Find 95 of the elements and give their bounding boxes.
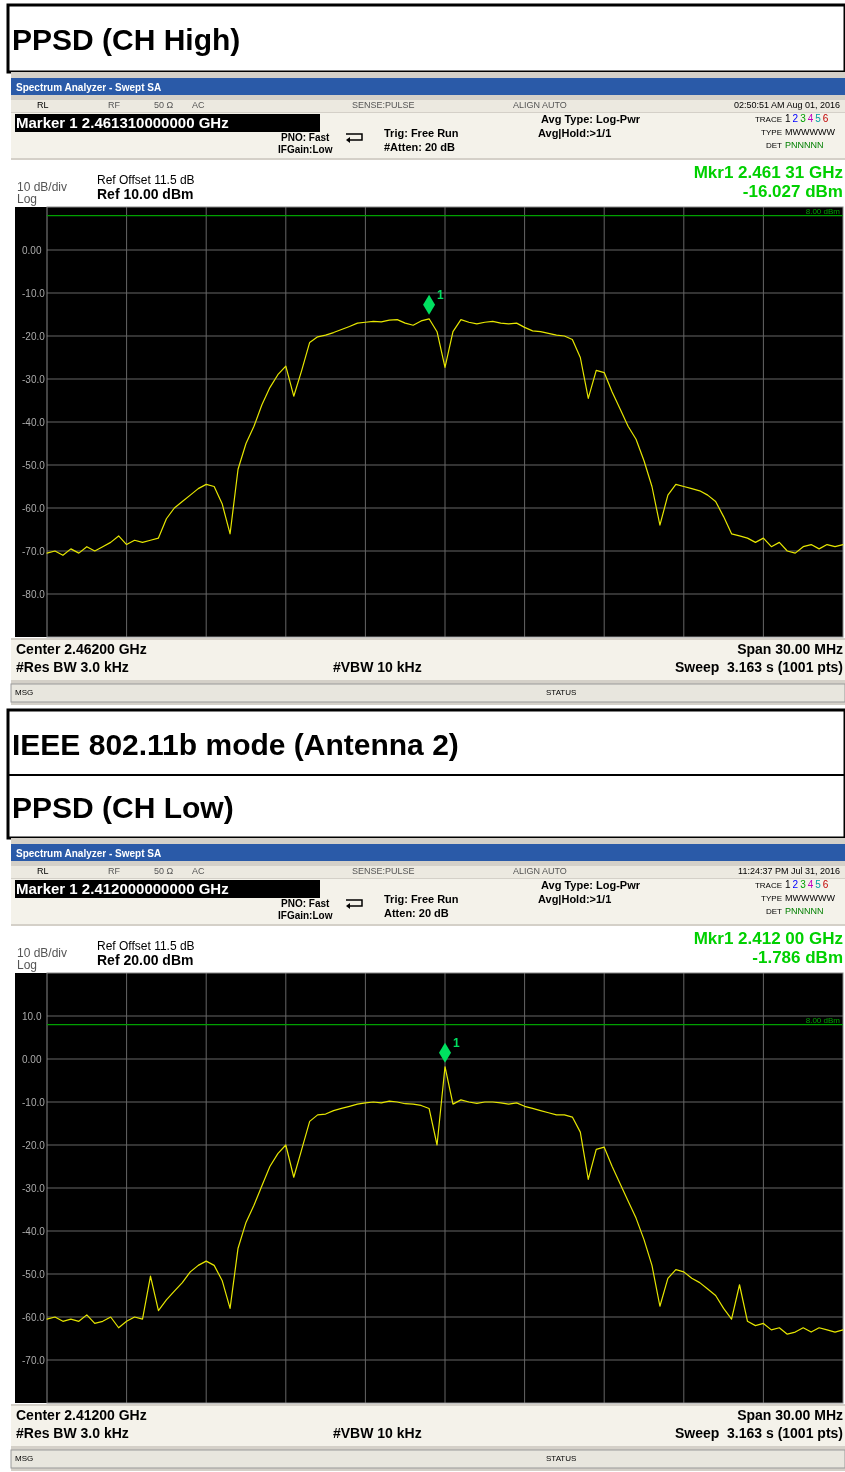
text: RF — [108, 100, 121, 110]
text: Ref Offset 11.5 dB — [97, 939, 195, 953]
text: SENSE:PULSE — [352, 100, 415, 110]
text: ALIGN AUTO — [513, 100, 567, 110]
text: Avg|Hold:>1/1 — [538, 127, 612, 139]
text: MWWWWW — [785, 893, 836, 903]
text: STATUS — [546, 1454, 577, 1463]
text: Spectrum Analyzer - Swept SA — [16, 82, 162, 93]
text: Sweep 3.163 s (1001 pts) — [674, 659, 843, 675]
text: ALIGN AUTO — [513, 866, 567, 876]
text: MWWWWW — [785, 127, 836, 137]
text: RF — [108, 866, 121, 876]
text: MSG — [15, 688, 34, 697]
text: TYPE — [761, 128, 782, 137]
text: 123456 — [785, 113, 831, 124]
line-series — [46, 318, 844, 556]
text: AC — [192, 100, 205, 110]
text: Avg Type: Log-Pwr — [541, 879, 641, 891]
chart-title: IEEE 802.11b mode (Antenna 2) — [12, 728, 459, 761]
text: #VBW 10 kHz — [333, 1425, 422, 1441]
text: Ref 20.00 dBm — [97, 952, 194, 968]
y-tick-label: -60.0 — [22, 1312, 46, 1323]
text: PNNNNN — [785, 140, 824, 150]
y-tick-label: 0.00 — [22, 1054, 42, 1065]
text: Mkr1 2.412 00 GHz — [693, 929, 843, 948]
ref-line-label: 8.00 dBm — [805, 1015, 841, 1025]
text: Span 30.00 MHz — [737, 641, 843, 657]
y-tick-label: -10.0 — [22, 288, 46, 299]
text: Log — [17, 192, 38, 206]
text: 10 dB/div — [17, 180, 68, 194]
text: Trig: Free Run — [384, 127, 459, 139]
text: #Atten: 20 dB — [384, 141, 455, 153]
text: Log — [17, 958, 38, 972]
text: Ref 10.00 dBm — [97, 186, 194, 202]
text: AC — [192, 866, 205, 876]
y-tick-label: -40.0 — [22, 417, 46, 428]
text: Trig: Free Run — [384, 893, 459, 905]
text: 02:50:51 AM Aug 01, 2016 — [733, 100, 840, 110]
text: PNNNNN — [785, 906, 824, 916]
text: Span 30.00 MHz — [737, 1407, 843, 1423]
y-tick-label: -50.0 — [22, 460, 46, 471]
y-tick-label: -20.0 — [22, 1140, 46, 1151]
text: 10 dB/div — [17, 946, 68, 960]
text: Center 2.46200 GHz — [16, 641, 147, 657]
text: 123456 — [785, 879, 831, 890]
text: Ref Offset 11.5 dB — [97, 173, 195, 187]
annotation: 1 — [453, 1035, 460, 1050]
text: Avg|Hold:>1/1 — [538, 893, 612, 905]
text: TRACE — [754, 115, 782, 124]
text: RL — [37, 100, 49, 110]
text: PNO: Fast — [281, 132, 331, 143]
text: DET — [766, 907, 783, 916]
text: MSG — [15, 1454, 34, 1463]
text: DET — [766, 141, 783, 150]
text: Spectrum Analyzer - Swept SA — [16, 848, 162, 859]
text: -1.786 dBm — [752, 948, 843, 967]
text: Marker 1 2.461310000000 GHz — [16, 114, 229, 131]
y-tick-label: -50.0 — [22, 1269, 46, 1280]
y-tick-label: -70.0 — [22, 1355, 46, 1366]
chart-subtitle: PPSD (CH Low) — [12, 791, 234, 824]
text: IFGain:Low — [278, 910, 333, 921]
text: 50 Ω — [154, 100, 174, 110]
y-tick-label: -80.0 — [22, 589, 46, 600]
text: PNO: Fast — [281, 898, 331, 909]
text: Avg Type: Log-Pwr — [541, 113, 641, 125]
text: Marker 1 2.412000000000 GHz — [16, 880, 229, 897]
line-series — [46, 1066, 844, 1335]
text: #Res BW 3.0 kHz — [16, 1425, 129, 1441]
annotation: 1 — [437, 287, 445, 302]
text: 11:24:37 PM Jul 31, 2016 — [738, 866, 840, 876]
ref-line-label: 8.00 dBm — [805, 206, 841, 216]
text: 50 Ω — [154, 866, 174, 876]
text: -16.027 dBm — [742, 182, 843, 201]
y-tick-label: 0.00 — [22, 245, 42, 256]
y-tick-label: -10.0 — [22, 1097, 46, 1108]
y-tick-label: -40.0 — [22, 1226, 46, 1237]
chart-title: PPSD (CH High) — [12, 23, 241, 56]
text: TYPE — [761, 894, 782, 903]
text: Mkr1 2.461 31 GHz — [693, 163, 843, 182]
text: RL — [37, 866, 49, 876]
y-tick-label: -20.0 — [22, 331, 46, 342]
y-tick-label: -60.0 — [22, 503, 46, 514]
text: #Res BW 3.0 kHz — [16, 659, 129, 675]
y-tick-label: 10.0 — [22, 1011, 42, 1022]
text: Center 2.41200 GHz — [16, 1407, 147, 1423]
text: STATUS — [546, 688, 577, 697]
text: Atten: 20 dB — [384, 907, 449, 919]
y-tick-label: -30.0 — [22, 374, 46, 385]
text: SENSE:PULSE — [352, 866, 415, 876]
y-tick-label: -30.0 — [22, 1183, 46, 1194]
y-tick-label: -70.0 — [22, 546, 46, 557]
text: IFGain:Low — [278, 144, 333, 155]
text: #VBW 10 kHz — [333, 659, 422, 675]
text: TRACE — [754, 881, 782, 890]
text: Sweep 3.163 s (1001 pts) — [674, 1425, 843, 1441]
